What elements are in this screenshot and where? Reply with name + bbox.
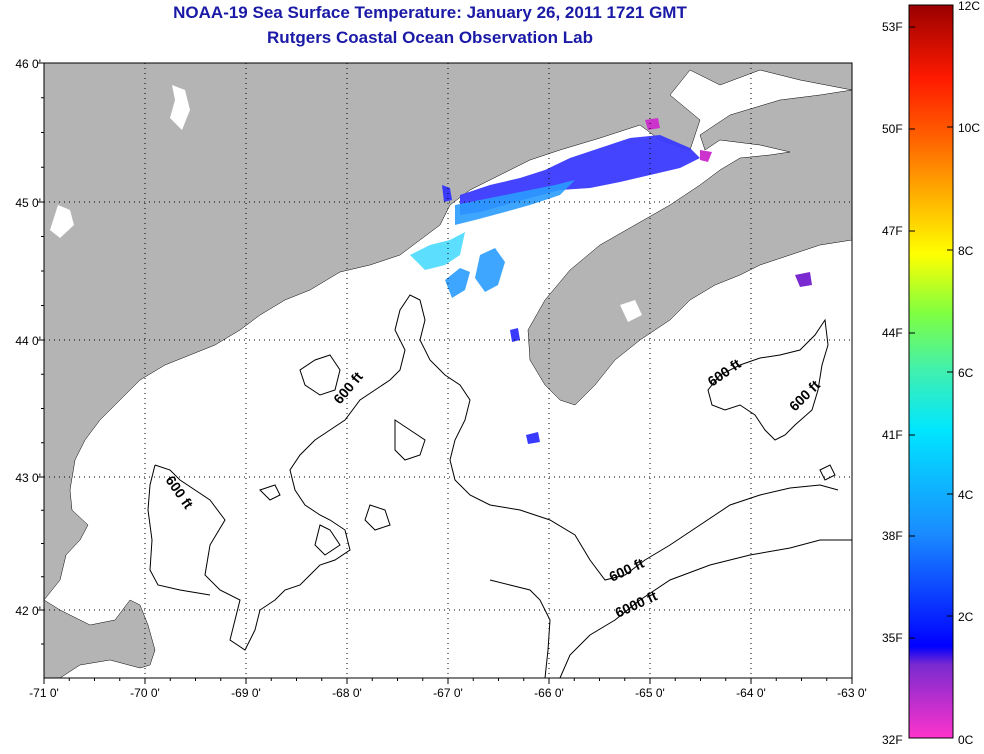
map-title: NOAA-19 Sea Surface Temperature: January… [173,3,687,22]
sst-patch [645,118,660,130]
colorbar-ticks [909,4,953,739]
x-tick-label: -71 0' [29,686,59,700]
colorbar-label-c: 6C [958,366,974,380]
colorbar-label-f: 53F [882,20,903,34]
y-tick-label: 45 0' [15,196,41,210]
colorbar-label-f: 44F [882,326,903,340]
longitude-axis: -71 0' -70 0' -69 0' -68 0' -67 0' -66 0' -65 … [29,678,867,700]
x-tick-label: -68 0' [332,686,362,700]
latitude-axis: 46 0' 45 0' 44 0' 43 0' 42 0' [15,57,44,645]
colorbar-label-f: 47F [882,224,903,238]
sst-patch [526,432,540,444]
x-tick-label: -63 0' [837,686,867,700]
colorbar-label-c: 8C [958,244,974,258]
colorbar-label-c: 12C [958,0,981,13]
x-tick-label: -69 0' [231,686,261,700]
colorbar-label-c: 2C [958,610,974,624]
y-tick-label: 44 0' [15,334,41,348]
y-tick-label: 43 0' [15,471,41,485]
land-mainland [44,63,852,601]
x-tick-label: -67 0' [433,686,463,700]
inland-lake [170,85,190,130]
colorbar-label-c: 0C [958,733,974,747]
sst-patch [510,328,520,342]
sst-patch [795,272,812,287]
sst-patch [700,150,712,162]
land-cape-cod [44,599,156,678]
colorbar-label-c: 4C [958,488,974,502]
bathymetry-contours [147,294,852,678]
x-tick-label: -66 0' [534,686,564,700]
sst-patch [445,268,470,298]
temperature-colorbar [908,4,954,739]
colorbar-label-f: 32F [882,733,903,747]
colorbar-label-c: 10C [958,121,981,135]
map-subtitle: Rutgers Coastal Ocean Observation Lab [267,28,593,47]
x-tick-label: -64 0' [736,686,766,700]
sst-patch [475,248,505,292]
land-nova-scotia [527,89,852,406]
x-tick-label: -70 0' [130,686,160,700]
x-tick-label: -65 0' [635,686,665,700]
colorbar-label-f: 41F [882,428,903,442]
sst-patch [442,185,452,202]
inland-lake [50,205,74,238]
inland-lake [620,300,642,322]
sst-patch [410,232,465,270]
colorbar-label-f: 35F [882,631,903,645]
colorbar-label-f: 50F [882,122,903,136]
y-tick-label: 42 0' [15,604,41,618]
colorbar-label-f: 38F [882,529,903,543]
y-tick-label: 46 0' [15,57,41,71]
